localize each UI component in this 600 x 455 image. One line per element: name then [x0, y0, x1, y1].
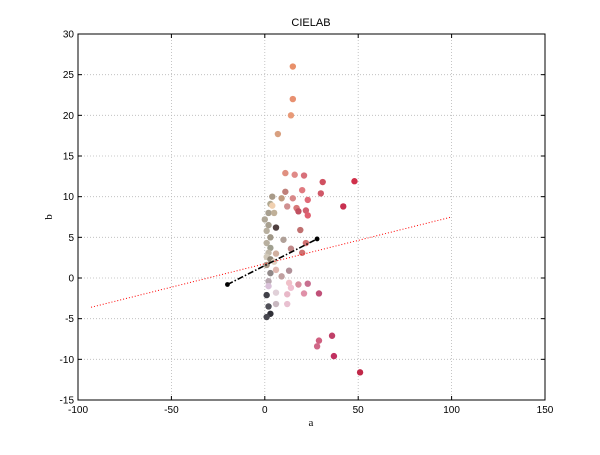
- x-axis-label: a: [309, 417, 314, 429]
- scatter-point: [272, 224, 280, 231]
- scatter-point: [285, 279, 293, 287]
- scatter-point: [295, 208, 302, 215]
- scatter-point: [289, 95, 297, 103]
- principal-axis-line: [227, 238, 318, 286]
- scatter-point: [284, 203, 291, 210]
- scatter-point: [298, 186, 306, 194]
- x-tick-label: 50: [353, 405, 365, 416]
- x-tick-label: 150: [537, 405, 554, 416]
- scatter-point: [280, 236, 287, 243]
- scatter-point: [261, 216, 268, 223]
- scatter-point: [265, 209, 272, 217]
- scatter-point: [267, 244, 274, 252]
- scatter-point: [304, 280, 311, 287]
- x-tick-label: 0: [262, 405, 268, 416]
- x-tick-label: -100: [68, 405, 88, 416]
- y-tick-label: 15: [63, 152, 75, 163]
- y-axis-label: b: [43, 214, 55, 220]
- scatter-point: [319, 178, 326, 186]
- scatter-point: [340, 203, 347, 210]
- scatter-point: [269, 202, 276, 209]
- scatter-point: [265, 278, 272, 285]
- scatter-point: [265, 282, 272, 290]
- y-tick-label: -15: [60, 396, 75, 407]
- scatter-point: [330, 352, 338, 360]
- scatter-point: [270, 209, 278, 217]
- scatter-point: [267, 269, 274, 277]
- scatter-point: [287, 112, 295, 119]
- scatter-point: [313, 343, 321, 350]
- scatter-point: [272, 266, 280, 274]
- scatter-point: [297, 226, 304, 234]
- scatter-point: [287, 284, 295, 291]
- scatter-point: [302, 207, 310, 214]
- scatter-point: [265, 303, 272, 310]
- fit-line: [90, 216, 452, 308]
- scatter-point: [263, 239, 270, 247]
- scatter-point: [291, 171, 298, 178]
- scatter-point: [274, 130, 282, 138]
- y-tick-label: -5: [65, 314, 74, 325]
- y-tick-label: 20: [63, 111, 75, 122]
- scatter-point: [267, 234, 274, 241]
- y-tick-label: 10: [63, 192, 75, 203]
- scatter-point: [315, 337, 323, 344]
- scatter-point: [351, 178, 358, 185]
- scatter-point: [285, 267, 293, 274]
- scatter-point: [304, 196, 311, 204]
- scatter-point: [265, 221, 272, 229]
- scatter-point: [317, 190, 325, 197]
- scatter-point: [284, 300, 291, 308]
- data-layer: [90, 63, 452, 376]
- scatter-point: [289, 195, 297, 202]
- plot-area: [78, 34, 545, 400]
- scatter-point: [315, 290, 323, 297]
- y-tick-label: 5: [68, 233, 74, 244]
- scatter-point: [300, 290, 308, 297]
- scatter-point: [278, 195, 285, 202]
- scatter-point: [289, 63, 297, 70]
- scatter-point: [263, 291, 270, 299]
- scatter-point: [278, 273, 285, 280]
- scatter-point: [356, 369, 364, 376]
- scatter-point: [282, 188, 289, 195]
- scatter-point: [272, 250, 280, 257]
- scatter-point: [284, 291, 291, 298]
- scatter-point: [263, 227, 270, 235]
- principal-axis-endpoint: [314, 236, 320, 242]
- scatter-point: [272, 300, 280, 308]
- x-tick-label: -50: [164, 405, 179, 416]
- x-tick-label: 100: [443, 405, 460, 416]
- scatter-point: [298, 249, 306, 256]
- scatter-point: [295, 281, 302, 288]
- y-tick-label: 25: [63, 70, 75, 81]
- chart-title: CIELAB: [291, 17, 330, 29]
- y-tick-label: 30: [63, 30, 75, 41]
- y-tick-label: 0: [68, 274, 74, 285]
- scatter-point: [263, 313, 270, 321]
- scatter-point: [282, 169, 289, 177]
- scatter-point: [287, 245, 295, 252]
- scatter-point: [328, 332, 336, 339]
- scatter-point: [300, 172, 308, 179]
- plot-frame: [77, 33, 546, 401]
- scatter-point: [304, 212, 311, 219]
- scatter-point: [269, 193, 276, 200]
- y-tick-label: -10: [60, 355, 75, 366]
- principal-axis-endpoint: [225, 282, 230, 287]
- scatter-point: [272, 289, 280, 296]
